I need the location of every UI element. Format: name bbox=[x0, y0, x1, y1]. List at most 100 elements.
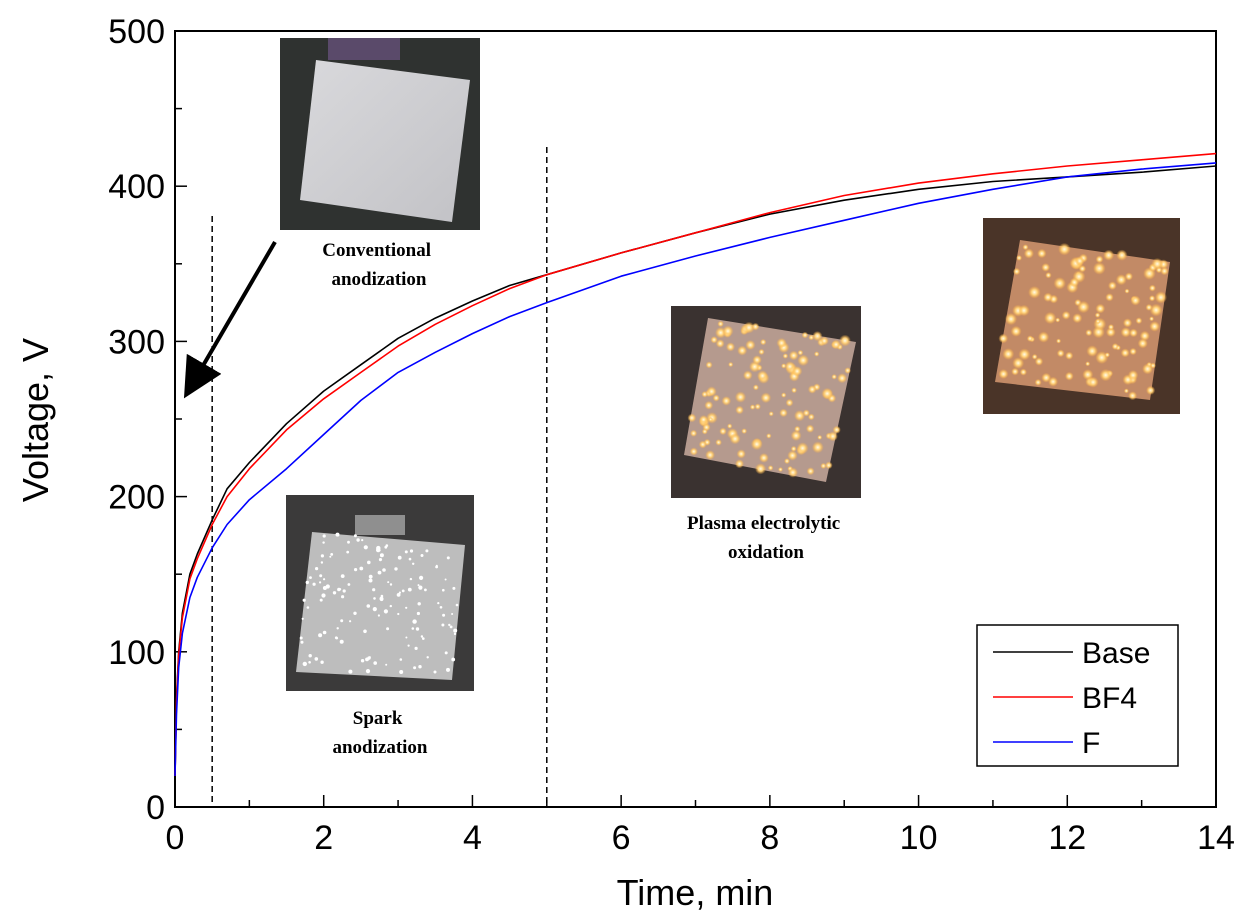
photo-spark-dot bbox=[737, 345, 748, 356]
photo-spark-dot bbox=[1056, 349, 1065, 358]
photo-spark-dot bbox=[405, 606, 408, 609]
photo-spark-dot bbox=[1129, 328, 1138, 338]
photo-spark-dot bbox=[831, 339, 841, 350]
photo-spark-dot bbox=[444, 578, 447, 581]
photo-spark-dot bbox=[757, 370, 768, 382]
photo-spark-dot bbox=[396, 593, 401, 597]
photo-spark-dot bbox=[325, 584, 330, 589]
photo-spark-dot bbox=[708, 416, 714, 422]
photo-spark-dot bbox=[721, 396, 732, 406]
photo-spark-dot bbox=[787, 450, 798, 461]
photo-spark-dot bbox=[398, 591, 401, 594]
photo-spark-dot bbox=[1013, 267, 1021, 276]
photo-spark-dot bbox=[759, 453, 769, 463]
photo-spark-dot bbox=[442, 588, 445, 592]
photo-spark-dot bbox=[715, 339, 725, 348]
photo-spark-dot bbox=[299, 636, 303, 640]
photo-spark-dot bbox=[701, 391, 708, 398]
photo-spark-dot bbox=[1095, 255, 1104, 264]
photo-spark-dot bbox=[689, 447, 698, 456]
photo-spark-dot bbox=[412, 562, 415, 565]
y-tick-label: 0 bbox=[146, 789, 165, 827]
photo-spark-dot bbox=[1124, 272, 1133, 281]
photo-spark-dot bbox=[1074, 256, 1085, 266]
photo-spark-dot bbox=[1077, 300, 1090, 314]
photo-spark-dot bbox=[361, 539, 364, 542]
photo-spark-dot bbox=[329, 555, 332, 558]
photo-spark-dot bbox=[712, 394, 720, 402]
photo-spark-dot bbox=[1149, 321, 1160, 332]
photo-spark-dot bbox=[805, 424, 815, 433]
photo-spark-dot bbox=[814, 351, 820, 357]
photo-spark-dot bbox=[754, 403, 761, 410]
photo-spark-dot bbox=[1149, 303, 1163, 317]
photo-spark-dot bbox=[305, 580, 309, 585]
photo-spark-dot bbox=[453, 632, 457, 636]
photo-spark-dot bbox=[1128, 391, 1138, 401]
photo-spark-dot bbox=[1086, 345, 1098, 357]
photo-spark-dot bbox=[367, 560, 371, 565]
photo-spark-dot bbox=[729, 433, 741, 445]
photo-spark-dot bbox=[349, 620, 352, 623]
photo-spark-dot bbox=[348, 669, 353, 674]
photo-spark-dot bbox=[300, 640, 304, 644]
photo-spark-dot bbox=[1160, 266, 1169, 276]
photo-spark-dot bbox=[734, 391, 747, 403]
photo-spark-dot bbox=[397, 612, 400, 616]
photo-spark-dot bbox=[782, 353, 789, 359]
photo-spark-dot bbox=[385, 663, 388, 666]
photo-spark-dot bbox=[1148, 284, 1156, 292]
photo-spark-dot bbox=[387, 581, 390, 584]
photo-spark-dot bbox=[383, 609, 388, 614]
photo-spark-dot bbox=[788, 350, 799, 361]
photo-spark-dot bbox=[1045, 272, 1052, 279]
photo-spark-dot bbox=[335, 532, 340, 537]
photo-spark-dot bbox=[768, 411, 774, 417]
photo-spark-dot bbox=[426, 656, 429, 659]
photo-spark-dot bbox=[339, 588, 342, 591]
photo-spark-dot bbox=[347, 540, 350, 544]
photo-spark-dot bbox=[1149, 316, 1155, 322]
photo-spark-dot bbox=[784, 458, 790, 465]
photo-spark-dot bbox=[1019, 368, 1027, 376]
x-axis-ticks: 0 2 4 6 8 10 12 14 bbox=[166, 795, 1235, 857]
photo-spark-dot bbox=[308, 661, 311, 664]
photo-spark-dot bbox=[334, 636, 338, 640]
photo-spark-dot bbox=[743, 321, 755, 334]
x-axis-title: Time, min bbox=[617, 872, 774, 913]
photo-spark-dot bbox=[368, 578, 373, 583]
y-axis-ticks: 0 100 200 300 400 500 bbox=[108, 13, 187, 827]
photo-spark-dot bbox=[373, 597, 376, 600]
photo-spark-dot bbox=[844, 367, 851, 374]
photo-spark-dot bbox=[751, 322, 760, 331]
photo-spark-dot bbox=[741, 428, 748, 434]
photo-spark-dot bbox=[1026, 335, 1034, 342]
photo-spark-dot bbox=[420, 554, 424, 557]
y-tick-label: 100 bbox=[108, 634, 165, 672]
photo-spark-dot bbox=[319, 598, 323, 602]
photo-spark-dot bbox=[1099, 368, 1112, 382]
series-line-bf4 bbox=[174, 152, 1217, 777]
photo-spark-dot bbox=[332, 591, 337, 595]
photo-spark-dot bbox=[1108, 281, 1117, 291]
photo-spark-dot bbox=[722, 325, 734, 337]
photo-spark-dot bbox=[807, 385, 817, 394]
photo-spark-dot bbox=[399, 670, 404, 674]
photo-spark-dot bbox=[735, 459, 744, 469]
photo-spark-dot bbox=[339, 639, 344, 644]
photo-spark-dot bbox=[1104, 352, 1111, 358]
photo-spark-dot bbox=[1043, 292, 1053, 302]
photo-spark-dot bbox=[446, 667, 450, 672]
photo-spark-dot bbox=[820, 462, 827, 469]
photo-spark-dot bbox=[801, 331, 809, 339]
photo-spark-dot bbox=[379, 553, 384, 558]
annotation-peo: Plasma electrolytic oxidation bbox=[687, 513, 845, 563]
x-tick-label: 8 bbox=[760, 819, 779, 857]
photo-spark-dot bbox=[382, 568, 386, 572]
photo-spark-dot bbox=[319, 581, 322, 584]
photo-spark-dot bbox=[1041, 372, 1052, 383]
photo-spark-dot bbox=[356, 538, 360, 542]
photo-spark-dot bbox=[306, 606, 310, 609]
photo-spark-dot bbox=[314, 657, 319, 661]
photo-spark-dot bbox=[794, 410, 806, 422]
